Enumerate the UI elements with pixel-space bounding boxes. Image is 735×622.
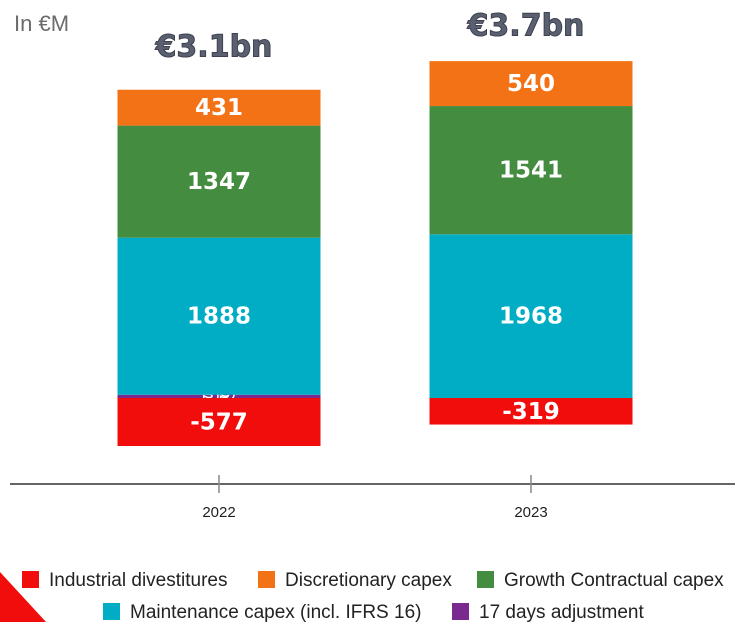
unit-label: In €M: [14, 11, 69, 36]
bar-segment: [429, 398, 633, 425]
legend-swatch: [103, 603, 120, 620]
data-label: 431: [195, 95, 243, 121]
bar-segment: [117, 237, 321, 395]
legend-label: Growth Contractual capex: [504, 570, 724, 591]
data-label: 1968: [499, 304, 563, 330]
data-label: -577: [190, 410, 248, 436]
total-label: €3.1bn: [155, 30, 273, 65]
legend-label: 17 days adjustment: [479, 602, 644, 622]
bar-segment: [429, 234, 633, 398]
data-label: 1888: [187, 304, 251, 330]
bar-segment: [117, 89, 321, 126]
bar-segment: [117, 398, 321, 447]
legend-label: Maintenance capex (incl. IFRS 16): [130, 602, 421, 622]
x-tick-label: 2023: [514, 504, 547, 521]
data-label: 540: [507, 71, 555, 97]
data-label: 1347: [187, 169, 251, 195]
legend-label: Discretionary capex: [285, 570, 452, 591]
bar-segment: [429, 106, 633, 235]
bar-segment: [117, 125, 321, 238]
legend-swatch: [22, 571, 39, 588]
data-label: 1541: [499, 158, 563, 184]
legend-swatch: [477, 571, 494, 588]
data-label: -319: [502, 399, 560, 425]
bar-segment: [117, 394, 321, 398]
legend-swatch: [452, 603, 469, 620]
total-label: €3.7bn: [467, 9, 585, 44]
legend-swatch: [258, 571, 275, 588]
bar-segment: [429, 61, 633, 107]
x-tick-label: 2022: [202, 504, 235, 521]
corner-decoration: [0, 572, 46, 622]
legend-label: Industrial divestitures: [49, 570, 227, 591]
